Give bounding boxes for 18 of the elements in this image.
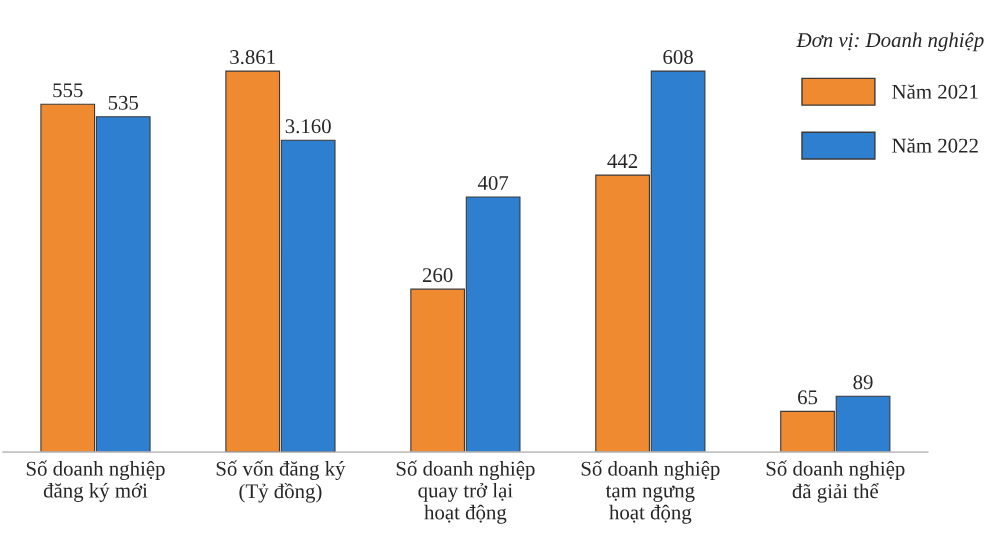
legend-title: Đơn vị: Doanh nghiệp xyxy=(796,32,984,52)
data-label: 407 xyxy=(477,175,509,191)
x-tick-label: Số doanh nghiệp quay trở lại hoạt động xyxy=(396,460,535,524)
x-tick-label: Số doanh nghiệp đã giải thể xyxy=(766,460,905,503)
data-label: 3.160 xyxy=(285,119,331,134)
data-label: 442 xyxy=(607,154,638,168)
x-tick-label: Số doanh nghiệp đăng ký mới xyxy=(26,460,165,502)
legend-label: Năm 2021 xyxy=(892,84,978,99)
data-label: 65 xyxy=(798,390,818,405)
x-tick-label: Số vốn đăng ký (Tỷ đồng) xyxy=(216,460,346,503)
data-label: 89 xyxy=(853,375,873,390)
data-label: 555 xyxy=(53,83,83,98)
legend-label: Năm 2022 xyxy=(892,138,978,153)
x-tick-label: Số doanh nghiệp tạm ngưng hoạt động xyxy=(581,460,720,524)
data-label: 535 xyxy=(108,95,139,110)
data-label: 260 xyxy=(422,268,453,283)
data-label: 608 xyxy=(663,50,693,65)
data-label: 3.861 xyxy=(230,50,275,65)
